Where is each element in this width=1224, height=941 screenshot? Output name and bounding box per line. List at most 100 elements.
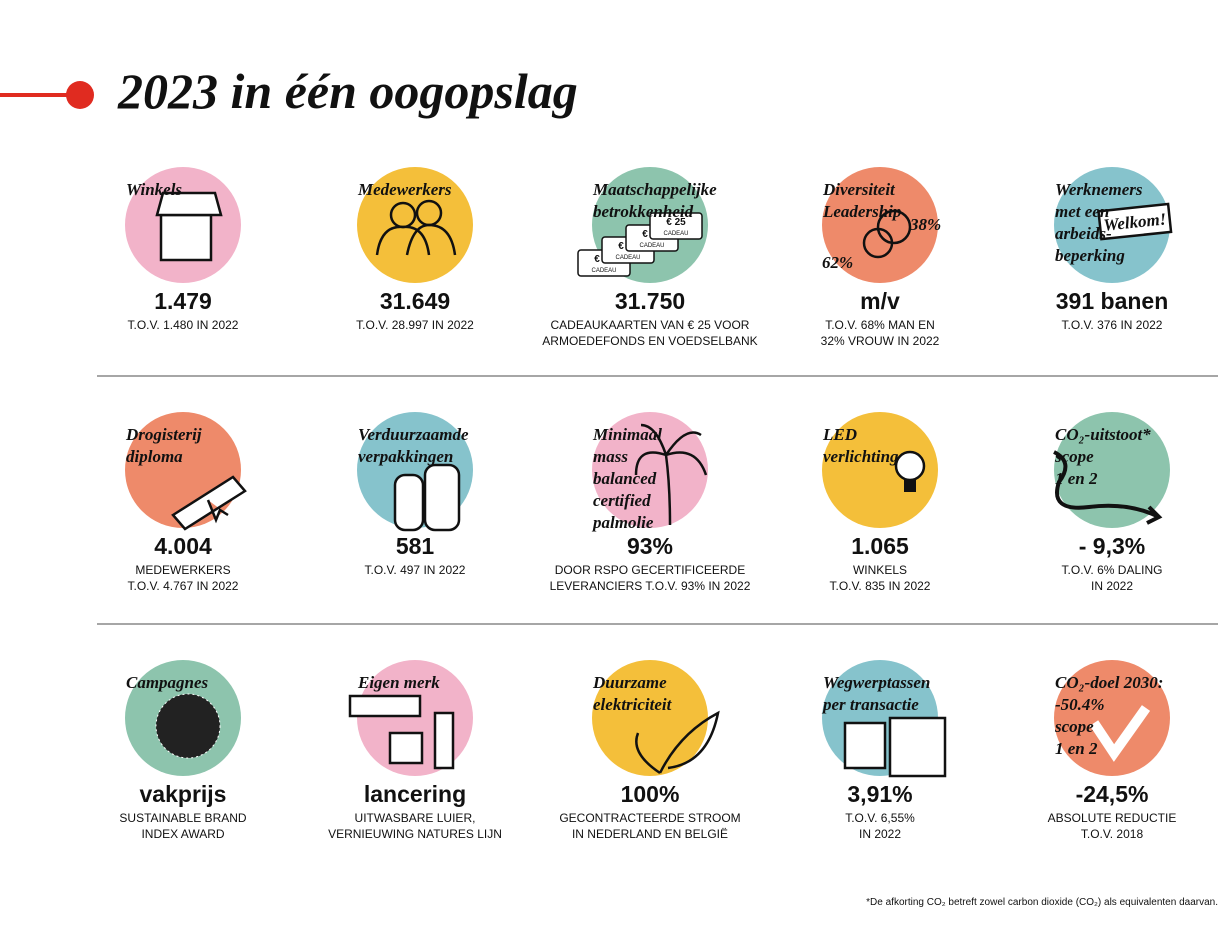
item-value: 1.065 (851, 533, 909, 559)
icon (1089, 705, 1151, 762)
item-note: T.O.V. 835 IN 2022 (830, 579, 931, 593)
item: Eigen merk lancering UITWASBARE LUIER, VERN… (328, 660, 502, 841)
item-note: T.O.V. 68% MAN EN (825, 318, 935, 332)
icon (634, 423, 708, 526)
item-label: Campagnes (126, 673, 209, 692)
item-value: vakprijs (140, 781, 227, 807)
icon (375, 223, 457, 256)
item-circle (822, 412, 938, 528)
icon (348, 694, 422, 718)
item-note: T.O.V. 1.480 IN 2022 (128, 318, 239, 332)
item-note: T.O.V. 2018 (1081, 827, 1144, 841)
item: Wegwerptassen per transactie 3,91% T.O.V. 6… (821, 660, 947, 841)
icon (888, 716, 947, 778)
footnote: *De afkorting CO₂ betreft zowel carbon d… (866, 897, 1218, 908)
item-value: 31.649 (380, 288, 450, 314)
icon-text: 38% (909, 215, 941, 234)
item: LED verlichting 1.065 WINKELS T.O.V. 835 IN … (822, 412, 938, 593)
icon (894, 450, 926, 482)
item-circle (592, 660, 708, 776)
item-label: Medewerkers (357, 180, 452, 199)
item-label: scope (1054, 717, 1094, 736)
item-label: Duurzame (592, 673, 667, 692)
icon (876, 209, 912, 245)
item-label: CO₂-uitstoot* (1055, 425, 1151, 444)
item-label: LED (822, 425, 857, 444)
item-value: 93% (627, 533, 673, 559)
item-label: -50.4% (1055, 695, 1105, 714)
item: Duurzame elektriciteit 100% GECONTRACTEERDE… (559, 660, 741, 841)
icon (904, 480, 916, 492)
item-note: WINKELS (853, 563, 907, 577)
item-note: IN NEDERLAND EN BELGIË (572, 827, 728, 841)
item-label: verpakkingen (358, 447, 453, 466)
item-circle (1054, 412, 1170, 528)
item: Campagnes vakprijs SUSTAINABLE BRAND INDEX … (119, 660, 247, 841)
item: Medewerkers 31.649 T.O.V. 28.997 IN 2022 (356, 167, 474, 332)
item-label: Verduurzaamde (358, 425, 469, 444)
sign (1097, 202, 1173, 241)
item-note: UITWASBARE LUIER, (355, 811, 476, 825)
icon (171, 475, 247, 531)
ticket (649, 212, 703, 240)
item-label: diploma (126, 447, 183, 466)
item: Verduurzaamde verpakkingen 581 T.O.V. 497 I… (357, 412, 473, 577)
item-circle (822, 167, 938, 283)
ticket-text: € 25 (666, 217, 686, 228)
item-label: 1 en 2 (1055, 469, 1098, 488)
item: Winkels 1.479 T.O.V. 1.480 IN 2022 (125, 167, 241, 332)
icon (862, 227, 894, 259)
item-label: verlichting (823, 447, 899, 466)
item-value: - 9,3% (1079, 533, 1145, 559)
icon (159, 213, 213, 262)
item-value: lancering (364, 781, 466, 807)
item-note: T.O.V. 376 IN 2022 (1062, 318, 1163, 332)
item-label: Eigen merk (357, 673, 440, 692)
icon (155, 191, 223, 217)
item-label: arbeids- (1055, 224, 1112, 243)
item-label: met een (1055, 202, 1109, 221)
item: Minimaal mass balanced certified palmolie93%… (550, 412, 751, 593)
item-value: 391 banen (1056, 288, 1169, 314)
item-note: T.O.V. 4.767 IN 2022 (128, 579, 239, 593)
item-note: SUSTAINABLE BRAND (119, 811, 246, 825)
item: CO₂-uitstoot* scope 1 en 2 - 9,3% T.O.V. 6% … (1053, 412, 1170, 593)
item-note: ARMOEDEFONDS EN VOEDSELBANK (542, 334, 757, 348)
item-label: beperking (1055, 246, 1125, 265)
item-label: Winkels (126, 180, 182, 199)
item-label: 1 en 2 (1055, 739, 1098, 758)
title: 2023 in één oogopslag (117, 63, 578, 119)
item-note: DOOR RSPO GECERTIFICEERDE (555, 563, 745, 577)
ticket-text: CADEAU (591, 268, 616, 274)
item-label: Drogisterij (125, 425, 202, 444)
item-label: palmolie (591, 513, 654, 532)
item-label: per transactie (821, 695, 919, 714)
item: CO₂-doel 2030: -50.4% scope 1 en 2 -24,5% ABS… (1048, 660, 1177, 841)
icon (393, 473, 425, 532)
item-note: CADEAUKAARTEN VAN € 25 VOOR (551, 318, 750, 332)
item-note: 32% VROUW IN 2022 (821, 334, 940, 348)
item-value: 3,91% (847, 781, 912, 807)
item-label: certified (593, 491, 651, 510)
item-note: ABSOLUTE REDUCTIE (1048, 811, 1177, 825)
item-label: Wegwerptassen (823, 673, 930, 692)
item-note: LEVERANCIERS T.O.V. 93% IN 2022 (550, 579, 751, 593)
item-label: scope (1054, 447, 1094, 466)
ticket-text: CADEAU (639, 243, 664, 249)
item-value: m/v (860, 288, 900, 314)
icon (388, 731, 424, 765)
icon-text: 62% (822, 253, 853, 272)
item-label: CO₂-doel 2030: (1055, 673, 1163, 692)
item: Drogisterij diploma 4.004 MEDEWERKERS T.O.V.… (125, 412, 247, 593)
ticket-text: CADEAU (663, 231, 688, 237)
item: 38% 62% Diversiteit Leadership m/v T.O.V. 68%… (821, 167, 941, 348)
item-label: betrokkenheid (593, 202, 694, 221)
item-label: Leadership (822, 202, 901, 221)
item-circle (1054, 660, 1170, 776)
item-note: INDEX AWARD (141, 827, 224, 841)
title-dot (66, 81, 94, 109)
